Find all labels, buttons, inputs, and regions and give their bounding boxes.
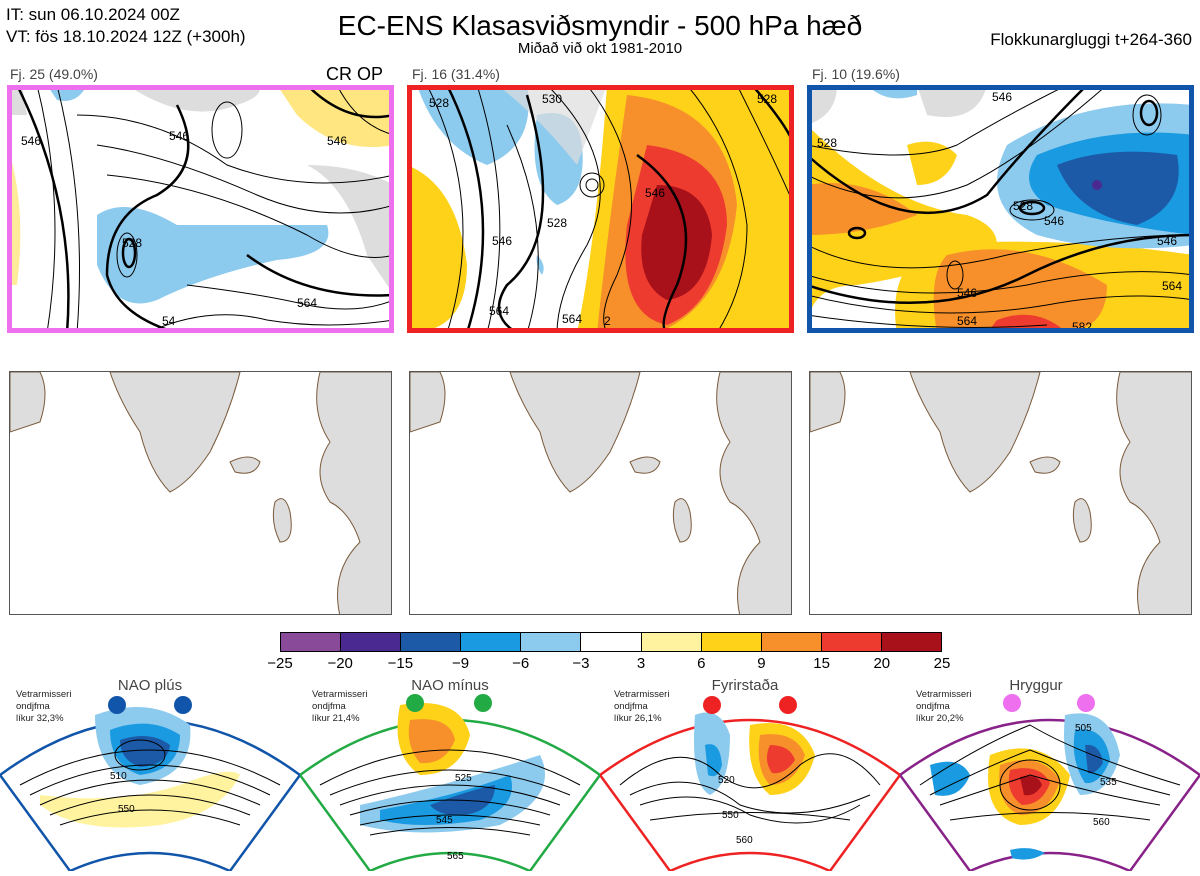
- contour-label: 550: [118, 804, 135, 815]
- colorbar: [280, 632, 942, 652]
- contour-label: 528: [547, 216, 567, 230]
- contour-label: 525: [455, 773, 472, 784]
- contour-label: 560: [1093, 817, 1110, 828]
- regime-nao-minus: 525 545 565: [298, 675, 602, 873]
- contour-label: 560: [736, 835, 753, 846]
- base-map-2: [409, 371, 792, 615]
- regime-4-title: Hryggur: [1009, 677, 1063, 694]
- regime-2-title: NAO mínus: [411, 677, 489, 694]
- contour-label: 546: [327, 134, 347, 148]
- init-time: IT: sun 06.10.2024 00Z: [6, 5, 180, 24]
- colorbar-swatch: [521, 633, 582, 651]
- contour-label: 564: [1162, 279, 1182, 293]
- page-title: EC-ENS Klasasviðsmyndir - 500 hPa hæð: [337, 10, 863, 41]
- colorbar-swatch: [461, 633, 522, 651]
- colorbar-swatch: [821, 633, 882, 651]
- contour-label: 546: [992, 90, 1012, 104]
- header-info: IT: sun 06.10.2024 00Z VT: fös 18.10.202…: [6, 4, 246, 48]
- contour-label: 546: [645, 186, 665, 200]
- colorbar-tick-label: 20: [873, 655, 891, 672]
- regime-ridge: 505 535 560: [898, 675, 1200, 873]
- colorbar-swatch: [701, 633, 762, 651]
- contour-label: 546: [169, 129, 189, 143]
- contour-label: 528: [429, 96, 449, 110]
- regime-2-info: Vetrarmisseri ondjfma líkur 21,4%: [312, 689, 368, 724]
- colorbar-tick-label: −25: [267, 655, 293, 672]
- colorbar-tick-label: 15: [813, 655, 830, 672]
- contour-label: 546: [1044, 214, 1064, 228]
- contour-label: 546: [957, 286, 977, 300]
- contour-label: 546: [21, 134, 41, 148]
- regime-4-info: Vetrarmisseri ondjfma líkur 20,2%: [916, 689, 972, 724]
- contour-label: 520: [718, 775, 735, 786]
- contour-label: 565: [447, 851, 464, 862]
- cr-op-label: CR OP: [326, 64, 384, 84]
- contour-label: 528: [1013, 199, 1033, 213]
- contour-label: 54: [162, 314, 176, 328]
- contour-label: 528: [122, 236, 142, 250]
- colorbar-tick-label: −3: [572, 655, 590, 672]
- cluster-2-map: 528 530 546 528 546 564 564 2 528: [407, 85, 794, 333]
- regime-1-info: Vetrarmisseri ondjfma líkur 32,3%: [16, 689, 72, 724]
- contour-label: 545: [436, 815, 453, 826]
- page-subtitle: Miðað við okt 1981-2010: [517, 40, 683, 57]
- regime-3-info: Vetrarmisseri ondjfma líkur 26,1%: [614, 689, 670, 724]
- base-map-3: [809, 371, 1192, 615]
- cluster-1-label: Fj. 25 (49.0%): [10, 66, 98, 82]
- contour-label: 528: [757, 92, 777, 106]
- colorbar-swatch: [581, 633, 642, 651]
- cluster-1-map: 546 528 546 564 546 54: [7, 85, 394, 333]
- contour-label: 510: [110, 771, 127, 782]
- cluster-3-map: 528 546 528 546 564 546 582 546 564: [807, 85, 1194, 333]
- colorbar-tick-label: −6: [512, 655, 530, 672]
- contour-label: 550: [722, 810, 739, 821]
- colorbar-swatch: [761, 633, 822, 651]
- regime-blocking: 520 550 560: [598, 675, 902, 873]
- contour-label: 505: [1075, 723, 1092, 734]
- cluster-3-label: Fj. 10 (19.6%): [812, 66, 900, 82]
- contour-label: 530: [542, 92, 562, 106]
- colorbar-tick-label: −20: [327, 655, 353, 672]
- colorbar-swatch: [341, 633, 402, 651]
- colorbar-swatch: [641, 633, 702, 651]
- base-map-1: [9, 371, 392, 615]
- contour-label: 546: [492, 234, 512, 248]
- colorbar-swatch: [881, 633, 942, 651]
- colorbar-tick-label: 6: [697, 655, 706, 672]
- colorbar-tick-label: −9: [451, 655, 470, 672]
- colorbar-tick-label: −15: [387, 655, 414, 672]
- contour-label: 564: [297, 296, 317, 310]
- cluster-2-label: Fj. 16 (31.4%): [412, 66, 500, 82]
- contour-label: 528: [817, 136, 837, 150]
- regime-3-title: Fyrirstaða: [711, 677, 779, 694]
- contour-label: 535: [1100, 777, 1117, 788]
- colorbar-tick-label: 25: [933, 655, 951, 672]
- cluster-window: Flokkunargluggi t+264-360: [990, 30, 1192, 49]
- contour-label: 564: [562, 312, 582, 326]
- colorbar-swatch: [281, 633, 342, 651]
- regime-nao-plus: 510 550: [0, 675, 302, 873]
- colorbar-tick-label: 3: [636, 655, 646, 672]
- regime-1-title: NAO plús: [117, 677, 183, 694]
- colorbar-tick-label: 9: [757, 655, 766, 672]
- contour-label: 564: [957, 314, 977, 328]
- valid-time: VT: fös 18.10.2024 12Z (+300h): [6, 27, 246, 46]
- colorbar-swatch: [401, 633, 462, 651]
- contour-label: 2: [604, 314, 611, 328]
- contour-label: 546: [1157, 234, 1177, 248]
- contour-label: 564: [489, 304, 509, 318]
